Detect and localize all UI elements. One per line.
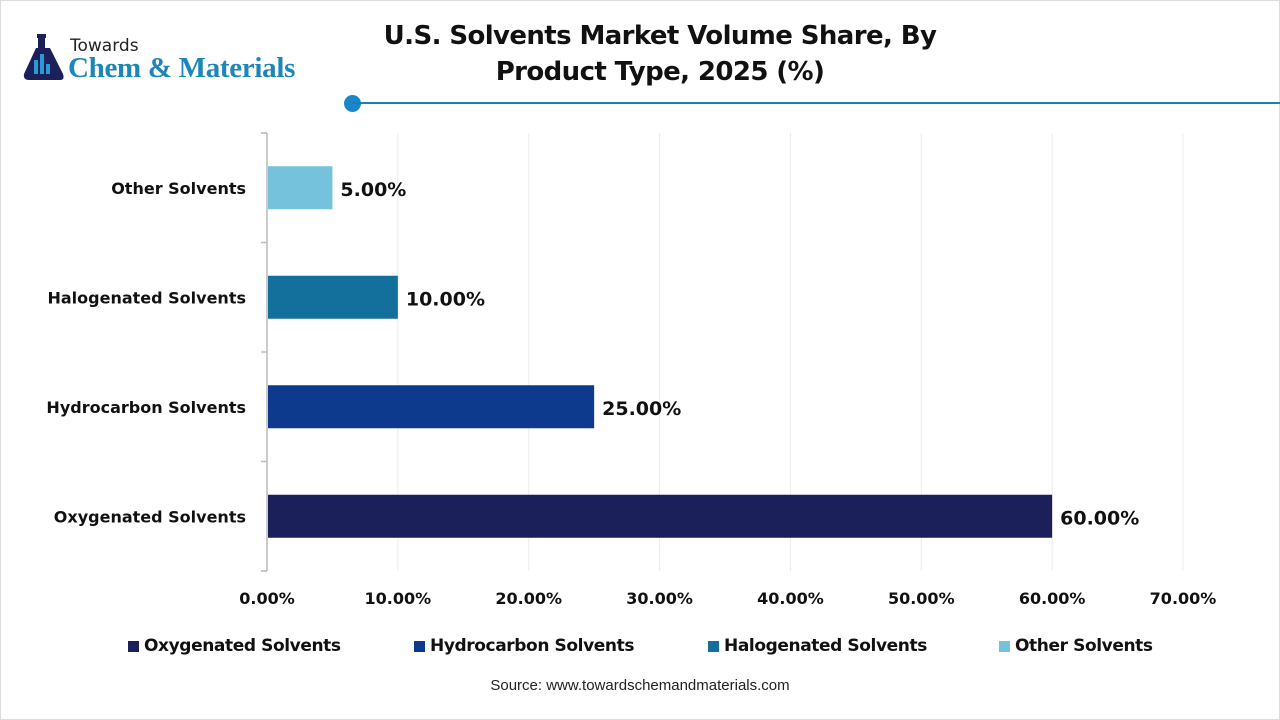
x-tick-label: 70.00% xyxy=(1150,589,1217,608)
chart-title: U.S. Solvents Market Volume Share, By Pr… xyxy=(383,21,937,87)
source-note: Source: www.towardschemandmaterials.com xyxy=(490,677,790,694)
legend-swatch xyxy=(999,640,1010,652)
category-label: Other Solvents xyxy=(111,179,246,198)
legend-swatch xyxy=(708,640,719,652)
category-label: Hydrocarbon Solvents xyxy=(46,398,246,417)
x-tick-label: 60.00% xyxy=(1019,589,1086,608)
legend-item: Hydrocarbon Solvents xyxy=(414,636,634,656)
legend-swatch xyxy=(414,640,425,652)
data-label: 10.00% xyxy=(406,288,485,310)
bar xyxy=(268,494,1053,538)
legend-item: Other Solvents xyxy=(999,636,1153,656)
data-label: 5.00% xyxy=(340,179,406,201)
x-tick-label: 50.00% xyxy=(888,589,955,608)
x-tick-label: 0.00% xyxy=(239,589,295,608)
category-label: Oxygenated Solvents xyxy=(54,507,246,526)
data-label: 60.00% xyxy=(1060,507,1139,529)
legend-swatch xyxy=(128,640,139,652)
legend-label: Halogenated Solvents xyxy=(724,636,927,656)
legend-label: Other Solvents xyxy=(1015,636,1153,656)
logo-text-top: Towards xyxy=(70,36,139,56)
legend-label: Oxygenated Solvents xyxy=(144,636,341,656)
title-accent-line xyxy=(352,102,1280,104)
legend-item: Oxygenated Solvents xyxy=(128,636,341,656)
legend-item: Halogenated Solvents xyxy=(708,636,927,656)
bar xyxy=(268,166,333,210)
flask-logo-icon xyxy=(23,34,64,80)
bar xyxy=(268,385,595,429)
x-tick-label: 30.00% xyxy=(626,589,693,608)
category-label: Halogenated Solvents xyxy=(47,288,246,307)
x-tick-label: 40.00% xyxy=(757,589,824,608)
data-label: 25.00% xyxy=(602,398,681,420)
legend-label: Hydrocarbon Solvents xyxy=(430,636,635,656)
bar xyxy=(268,275,398,319)
x-tick-label: 20.00% xyxy=(495,589,562,608)
logo-text-main: Chem & Materials xyxy=(68,52,296,84)
x-tick-label: 10.00% xyxy=(365,589,432,608)
